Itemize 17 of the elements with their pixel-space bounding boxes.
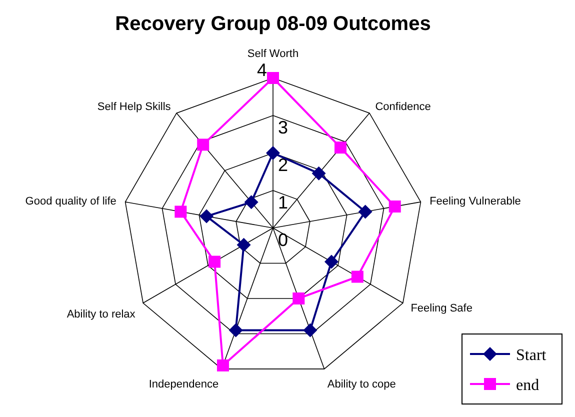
spoke-label: Feeling Safe (410, 302, 472, 314)
spoke-label: Independence (148, 378, 219, 390)
y-tick-label: 3 (278, 118, 288, 138)
spoke-label: Ability to cope (327, 378, 396, 390)
spoke-label: Self Worth (247, 48, 299, 60)
y-tick-label: 2 (278, 155, 288, 175)
y-tick-label: 0 (278, 230, 288, 250)
y-tick-label: 1 (278, 192, 288, 212)
y-tick-label: 4 (256, 60, 267, 80)
spoke-label: Ability to relax (66, 308, 136, 320)
spoke-label: Confidence (375, 101, 431, 114)
chart-title: Recovery Group 08-09 Outcomes (115, 13, 431, 35)
spoke-label: Self Help Skills (97, 101, 172, 114)
legend-label: Start (516, 347, 547, 364)
legend-label: end (516, 377, 540, 394)
spoke-label: Good quality of life (25, 195, 116, 208)
spoke-label: Feeling Vulnerable (430, 195, 521, 208)
